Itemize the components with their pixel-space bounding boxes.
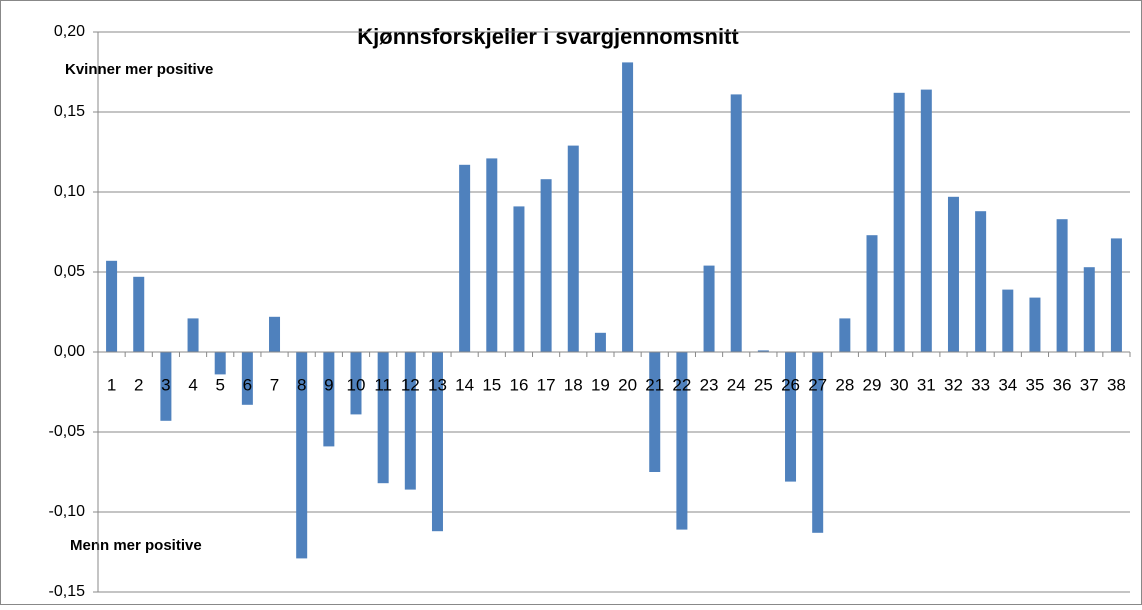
bar [540,179,552,352]
bar [622,62,634,353]
bar [757,350,769,352]
y-tick-label: -0,15 [49,583,86,600]
bar [1002,289,1014,352]
x-tick-label: 31 [917,375,936,394]
x-tick-label: 8 [297,375,306,394]
x-tick-label: 33 [971,375,990,394]
x-tick-label: 21 [645,375,664,394]
bar [975,211,987,352]
x-tick-label: 18 [564,375,583,394]
x-tick-label: 13 [428,375,447,394]
x-tick-label: 3 [161,375,170,394]
x-tick-label: 38 [1107,375,1126,394]
y-tick-label: 0,10 [54,183,85,200]
bar [431,352,443,532]
annotation: Kvinner mer positive [65,61,213,78]
x-tick-label: 25 [754,375,773,394]
x-tick-label: 1 [107,375,116,394]
bar [676,352,688,530]
bar [296,352,308,559]
bar [1110,238,1122,352]
x-tick-label: 12 [401,375,420,394]
x-tick-label: 6 [243,375,252,394]
bar [160,352,172,421]
bar [947,196,959,352]
x-tick-label: 5 [215,375,224,394]
x-tick-label: 32 [944,375,963,394]
bar [269,316,281,352]
x-tick-label: 35 [1025,375,1044,394]
bar [812,352,824,533]
y-tick-label: 0,15 [54,103,85,120]
bar [1029,297,1041,352]
bar [703,265,715,352]
bar [214,352,226,375]
bar [893,92,905,353]
x-tick-label: 22 [672,375,691,394]
bar [567,145,579,352]
x-tick-label: 7 [270,375,279,394]
bar [106,260,118,352]
x-tick-label: 34 [998,375,1017,394]
bar [730,94,742,353]
y-tick-label: -0,10 [49,503,86,520]
bar [350,352,362,415]
x-tick-label: 9 [324,375,333,394]
annotation: Menn mer positive [70,537,202,554]
bar [839,318,851,352]
x-tick-label: 14 [455,375,474,394]
chart-title: Kjønnsforskjeller i svargjennomsnitt [357,24,739,49]
bar [1083,267,1095,352]
x-tick-label: 27 [808,375,827,394]
x-tick-label: 17 [537,375,556,394]
bar [404,352,416,490]
bar [594,332,606,352]
bar [866,235,878,352]
x-tick-label: 26 [781,375,800,394]
y-tick-label: 0,20 [54,23,85,40]
x-tick-label: 24 [727,375,746,394]
y-tick-label: -0,05 [49,423,86,440]
bar [241,352,253,405]
x-tick-label: 10 [347,375,366,394]
bar [513,206,525,352]
bar [785,352,797,482]
bar [133,276,145,352]
x-tick-label: 19 [591,375,610,394]
x-tick-label: 36 [1053,375,1072,394]
x-tick-label: 37 [1080,375,1099,394]
y-tick-label: 0,05 [54,263,85,280]
x-tick-label: 30 [890,375,909,394]
x-tick-label: 4 [188,375,197,394]
x-tick-label: 15 [482,375,501,394]
x-tick-label: 2 [134,375,143,394]
x-tick-label: 20 [618,375,637,394]
x-tick-label: 23 [700,375,719,394]
x-tick-label: 28 [835,375,854,394]
bar [187,318,199,352]
bar [920,89,932,352]
x-tick-label: 11 [374,375,392,394]
bar [377,352,389,484]
bar [1056,219,1068,352]
x-tick-label: 29 [863,375,882,394]
x-tick-label: 16 [509,375,528,394]
bar [323,352,335,447]
bar [649,352,661,472]
bar [486,158,498,352]
bar [459,164,471,352]
y-tick-label: 0,00 [54,343,85,360]
